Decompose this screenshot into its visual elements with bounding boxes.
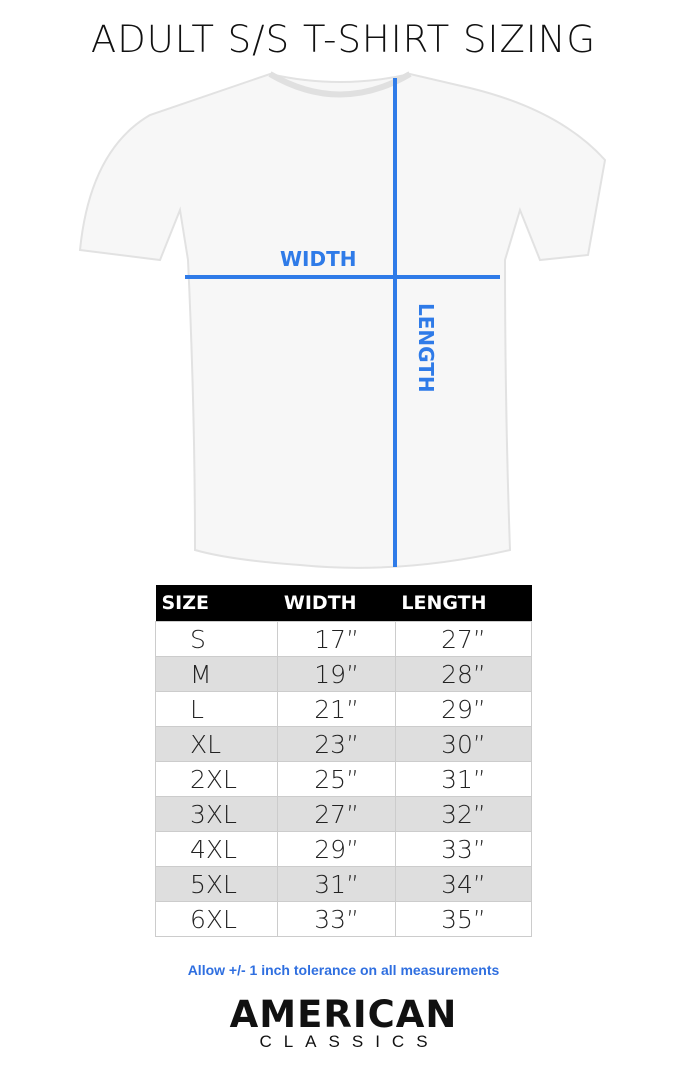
- size-cell: 3XL: [154, 796, 279, 832]
- width-cell: 19”: [277, 656, 396, 692]
- length-cell: 29”: [394, 691, 533, 727]
- width-cell: 27”: [277, 796, 396, 832]
- table-row: L 21” 29”: [154, 691, 533, 727]
- table-row: S 17” 27”: [154, 621, 533, 657]
- width-label: WIDTH: [280, 247, 357, 271]
- table-row: 6XL 33” 35”: [154, 901, 533, 937]
- size-cell: XL: [154, 726, 279, 762]
- length-cell: 35”: [394, 901, 533, 937]
- size-cell: 6XL: [154, 901, 279, 937]
- header-size: SIZE: [155, 585, 278, 622]
- tolerance-note: Allow +/- 1 inch tolerance on all measur…: [187, 962, 500, 978]
- table-row: 2XL 25” 31”: [154, 761, 533, 797]
- width-cell: 25”: [277, 761, 396, 797]
- length-cell: 33”: [394, 831, 533, 867]
- table-row: XL 23” 30”: [154, 726, 533, 762]
- size-cell: 4XL: [154, 831, 279, 867]
- length-cell: 31”: [394, 761, 533, 797]
- width-cell: 23”: [277, 726, 396, 762]
- tshirt-diagram: [78, 71, 607, 569]
- size-cell: 2XL: [154, 761, 279, 797]
- length-label: LENGTH: [414, 303, 438, 393]
- header-width: WIDTH: [277, 585, 396, 622]
- width-cell: 17”: [277, 621, 396, 657]
- size-cell: S: [154, 621, 279, 657]
- width-cell: 29”: [277, 831, 396, 867]
- tshirt-shape: [78, 72, 607, 569]
- logo-line2: CLASSICS: [259, 1032, 440, 1051]
- header-length: LENGTH: [395, 585, 532, 622]
- length-cell: 34”: [394, 866, 533, 902]
- width-cell: 31”: [277, 866, 396, 902]
- width-cell: 21”: [277, 691, 396, 727]
- size-table: SIZE WIDTH LENGTH S 17” 27” M 19” 28” L 21” 29” X…: [154, 585, 533, 937]
- brand-logo: AMERICAN CLASSICS: [0, 993, 687, 1052]
- length-cell: 28”: [394, 656, 533, 692]
- length-cell: 30”: [394, 726, 533, 762]
- table-row: 5XL 31” 34”: [154, 866, 533, 902]
- size-cell: M: [154, 656, 279, 692]
- table-row: M 19” 28”: [154, 656, 533, 692]
- page-title: ADULT S/S T-SHIRT SIZING: [90, 18, 597, 61]
- size-cell: 5XL: [154, 866, 279, 902]
- size-cell: L: [154, 691, 279, 727]
- table-row: 4XL 29” 33”: [154, 831, 533, 867]
- length-cell: 32”: [394, 796, 533, 832]
- width-cell: 33”: [277, 901, 396, 937]
- length-cell: 27”: [394, 621, 533, 657]
- table-header: SIZE WIDTH LENGTH: [155, 585, 532, 622]
- table-row: 3XL 27” 32”: [154, 796, 533, 832]
- logo-line1: AMERICAN: [229, 993, 458, 1036]
